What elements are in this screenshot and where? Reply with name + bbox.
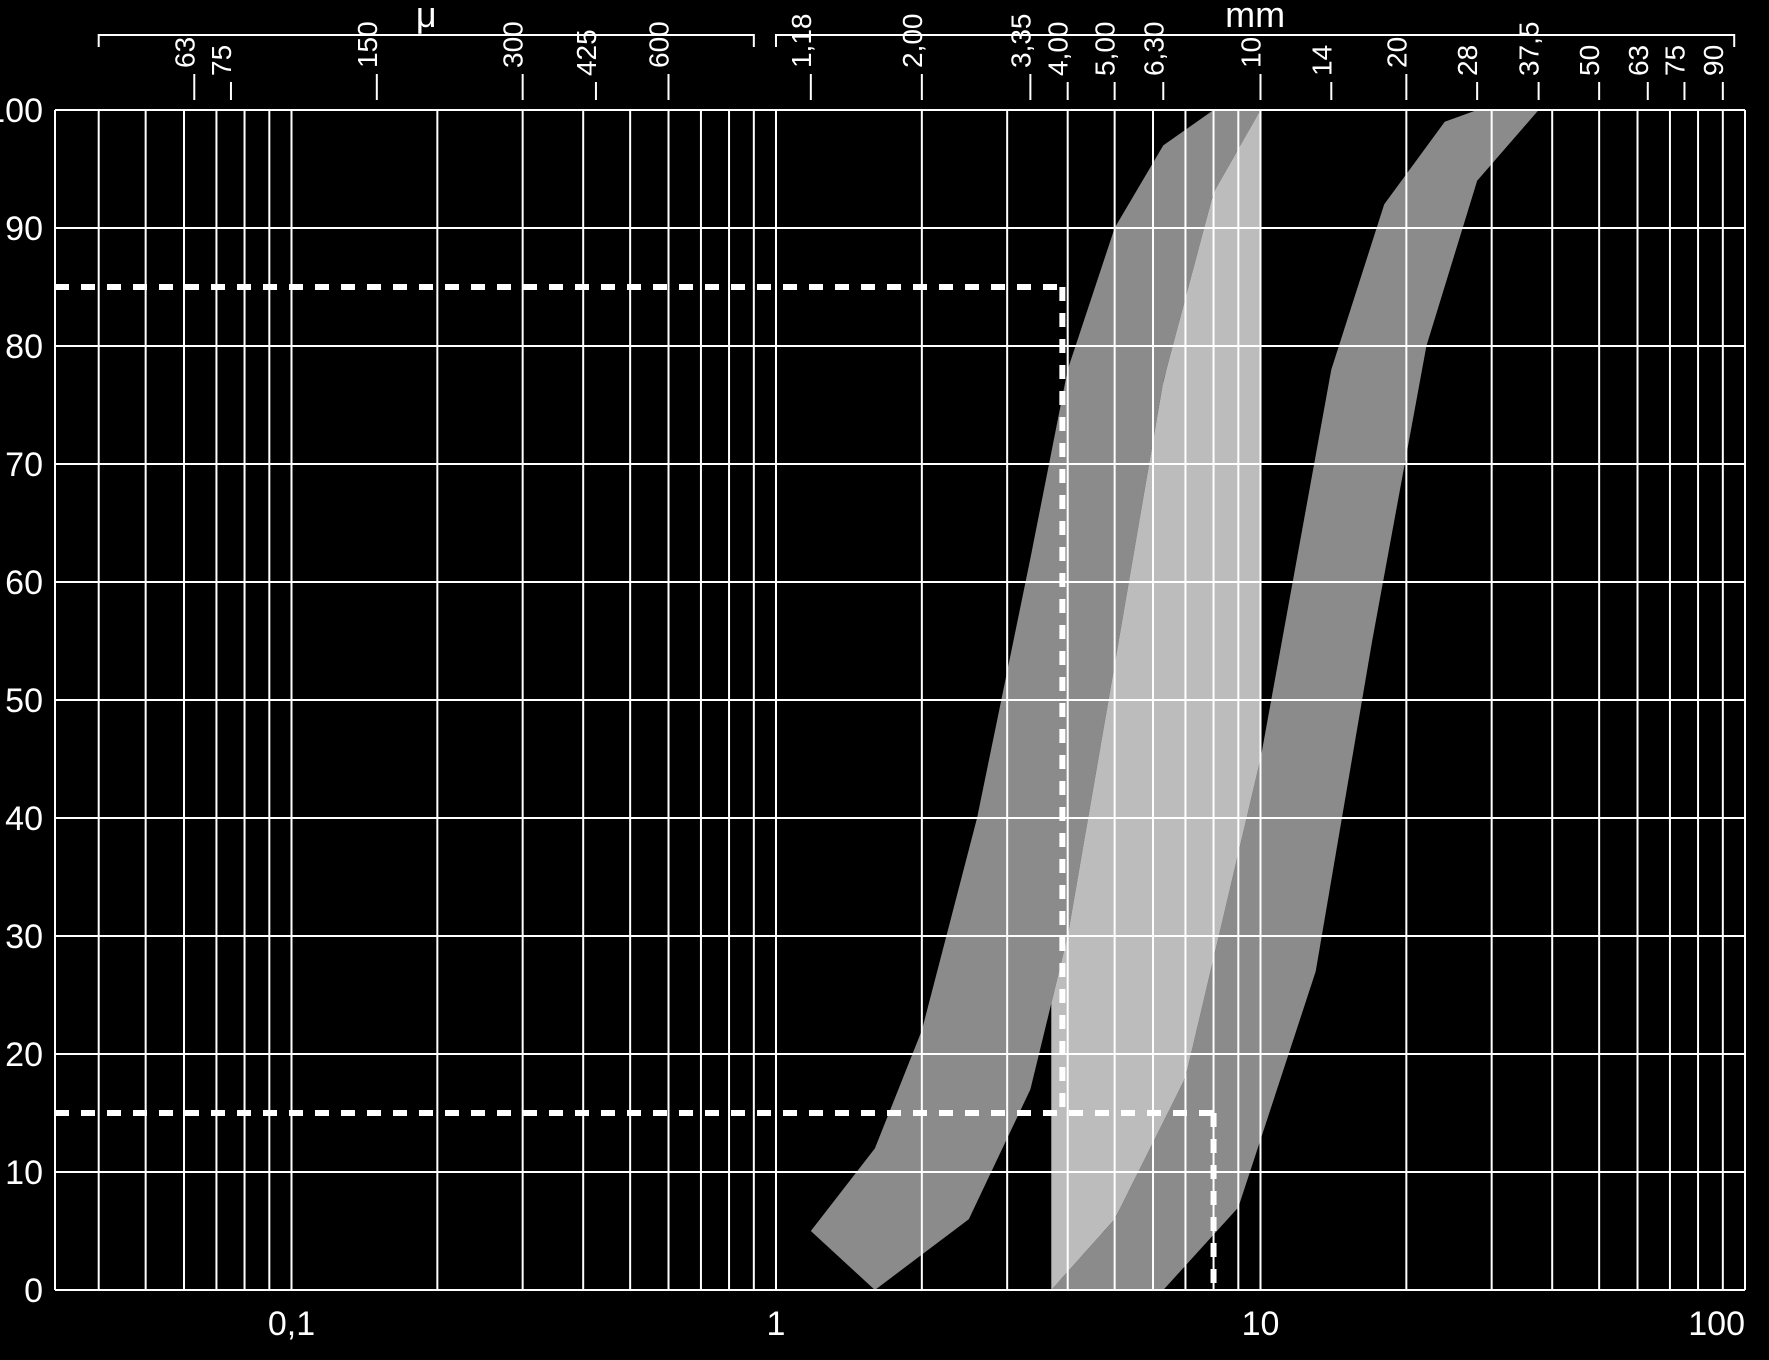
- top-tick-label: 20: [1381, 37, 1412, 68]
- unit-label-micron: μ: [416, 0, 437, 35]
- top-tick-label: 4,00: [1043, 22, 1074, 77]
- x-tick-label: 10: [1242, 1305, 1280, 1343]
- top-tick-label: 90: [1698, 45, 1729, 76]
- top-tick-label: 37,5: [1514, 22, 1545, 77]
- y-tick-label: 0: [24, 1272, 43, 1310]
- y-tick-label: 50: [5, 682, 43, 720]
- y-tick-label: 40: [5, 800, 43, 838]
- y-tick-label: 10: [5, 1154, 43, 1192]
- top-tick-label: 150: [352, 21, 383, 68]
- y-tick-label: 60: [5, 564, 43, 602]
- top-tick-label: 425: [571, 29, 602, 76]
- top-tick-label: 300: [498, 21, 529, 68]
- top-tick-label: 75: [206, 45, 237, 76]
- top-tick-label: 1,18: [786, 14, 817, 69]
- top-tick-label: 600: [644, 21, 675, 68]
- top-tick-label: 2,00: [897, 14, 928, 69]
- top-tick-label: 10: [1235, 37, 1266, 68]
- top-tick-label: 3,35: [1005, 14, 1036, 69]
- x-tick-label: 0,1: [268, 1305, 315, 1343]
- x-tick-label: 1: [767, 1305, 786, 1343]
- top-tick-label: 5,00: [1090, 22, 1121, 77]
- top-tick-label: 63: [1623, 45, 1654, 76]
- y-tick-label: 20: [5, 1036, 43, 1074]
- unit-label-mm: mm: [1225, 0, 1285, 35]
- top-tick-label: 75: [1659, 45, 1690, 76]
- top-tick-label: 28: [1452, 45, 1483, 76]
- y-tick-label: 90: [5, 210, 43, 248]
- y-tick-label: 30: [5, 918, 43, 956]
- top-tick-label: 63: [169, 37, 200, 68]
- y-tick-label: 70: [5, 446, 43, 484]
- top-tick-label: 6,30: [1138, 22, 1169, 77]
- top-tick-label: 14: [1306, 45, 1337, 76]
- top-tick-label: 50: [1574, 45, 1605, 76]
- y-tick-label: 100: [0, 92, 43, 130]
- x-tick-label: 100: [1688, 1305, 1745, 1343]
- y-tick-label: 80: [5, 328, 43, 366]
- grading-curve-chart: 01020304050607080901000,1110100637515030…: [0, 0, 1769, 1360]
